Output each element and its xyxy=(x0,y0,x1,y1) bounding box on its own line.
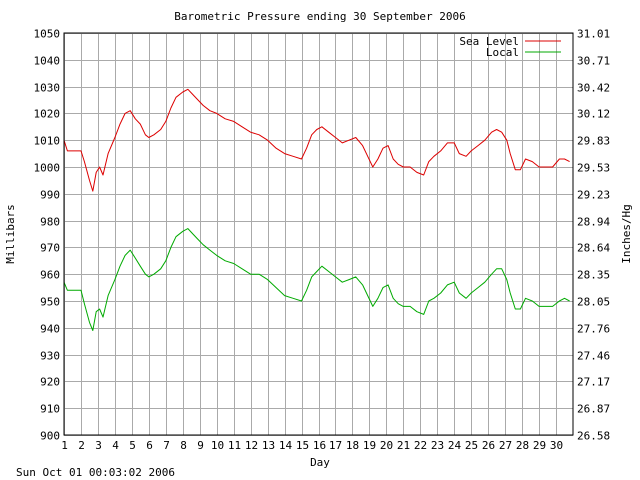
chart-title: Barometric Pressure ending 30 September … xyxy=(174,10,465,23)
y-tick-label: 1020 xyxy=(34,108,61,121)
x-tick-label: 23 xyxy=(431,439,444,452)
y-tick-label: 1000 xyxy=(34,162,61,175)
series-layer xyxy=(63,88,570,331)
x-tick-label: 26 xyxy=(482,439,495,452)
x-tick-label: 4 xyxy=(112,439,119,452)
y2-tick-label: 26.87 xyxy=(577,403,610,416)
x-tick-label: 6 xyxy=(146,439,153,452)
plot-frame xyxy=(63,32,574,436)
x-tick-label: 19 xyxy=(363,439,376,452)
y2-tick-label: 30.12 xyxy=(577,108,610,121)
x-tick-label: 21 xyxy=(397,439,410,452)
x-tick-label: 24 xyxy=(448,439,462,452)
y-tick-label: 990 xyxy=(40,189,60,202)
y-tick-label: 910 xyxy=(40,403,60,416)
y2-tick-label: 28.94 xyxy=(577,216,610,229)
series-line-sea-level xyxy=(63,88,570,192)
y-tick-label: 950 xyxy=(40,296,60,309)
legend-label: Local xyxy=(486,46,519,59)
y-tick-label: 970 xyxy=(40,242,60,255)
y2-tick-label: 28.35 xyxy=(577,269,610,282)
y-tick-label: 980 xyxy=(40,216,60,229)
y2-tick-label: 30.42 xyxy=(577,82,610,95)
y-tick-label: 1010 xyxy=(34,135,61,148)
x-tick-label: 16 xyxy=(313,439,326,452)
y2-tick-label: 27.17 xyxy=(577,376,610,389)
x-axis-label: Day xyxy=(310,456,330,469)
x-tick-label: 7 xyxy=(163,439,170,452)
y2-tick-label: 31.01 xyxy=(577,28,610,41)
x-tick-label: 22 xyxy=(414,439,427,452)
x-tick-label: 18 xyxy=(346,439,359,452)
y2-tick-label: 30.71 xyxy=(577,55,610,68)
x-tick-label: 15 xyxy=(296,439,309,452)
y2-tick-label: 29.83 xyxy=(577,135,610,148)
x-tick-label: 25 xyxy=(465,439,478,452)
x-tick-label: 30 xyxy=(550,439,563,452)
x-tick-label: 12 xyxy=(245,439,258,452)
y2-tick-label: 27.76 xyxy=(577,323,610,336)
grid-layer xyxy=(64,33,573,436)
x-tick-label: 29 xyxy=(533,439,546,452)
x-tick-label: 11 xyxy=(228,439,241,452)
y-tick-label: 960 xyxy=(40,269,60,282)
x-tick-label: 2 xyxy=(78,439,85,452)
y2-tick-label: 29.53 xyxy=(577,162,610,175)
x-tick-label: 5 xyxy=(129,439,136,452)
y2-tick-label: 26.58 xyxy=(577,430,610,443)
y-tick-label: 920 xyxy=(40,376,60,389)
tick-layer: 1 2 3 4 5 6 7 8 9 10 11 12 13 14 15 16 17 18 19 20 21 22 23 24 2… xyxy=(34,28,611,453)
y2-axis-label: Inches/Hg xyxy=(620,204,633,264)
y-tick-label: 930 xyxy=(40,350,60,363)
y2-tick-label: 28.64 xyxy=(577,242,610,255)
y-tick-label: 940 xyxy=(40,323,60,336)
x-tick-label: 17 xyxy=(329,439,342,452)
y2-tick-label: 27.46 xyxy=(577,350,610,363)
y-axis-label: Millibars xyxy=(4,204,17,264)
y-tick-label: 1040 xyxy=(34,55,61,68)
x-tick-label: 27 xyxy=(499,439,512,452)
x-tick-label: 3 xyxy=(95,439,102,452)
footer-timestamp: Sun Oct 01 00:03:02 2006 xyxy=(16,466,175,479)
y2-tick-label: 28.05 xyxy=(577,296,610,309)
x-tick-label: 28 xyxy=(516,439,529,452)
x-tick-label: 1 xyxy=(61,439,68,452)
x-tick-label: 20 xyxy=(380,439,393,452)
x-tick-label: 14 xyxy=(279,439,293,452)
y-tick-label: 1030 xyxy=(34,82,61,95)
y-tick-label: 1050 xyxy=(34,28,61,41)
y-tick-label: 900 xyxy=(40,430,60,443)
x-tick-label: 8 xyxy=(180,439,187,452)
y2-tick-label: 29.23 xyxy=(577,189,610,202)
legend-label: Sea Level xyxy=(459,35,519,48)
x-tick-label: 10 xyxy=(211,439,224,452)
x-tick-label: 13 xyxy=(262,439,275,452)
series-line-local xyxy=(63,228,570,331)
x-tick-label: 9 xyxy=(197,439,204,452)
